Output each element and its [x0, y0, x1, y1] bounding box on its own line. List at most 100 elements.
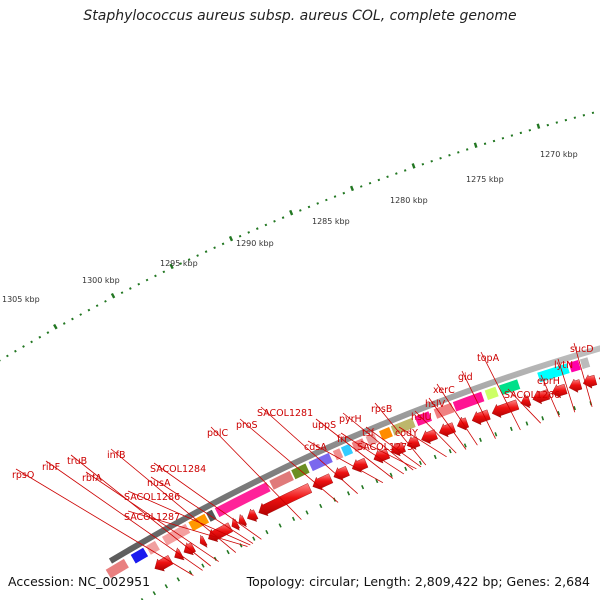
lower-tick [319, 503, 323, 509]
scale-tick [591, 111, 595, 115]
gene-label: tsf [362, 428, 375, 439]
gene-arrow [421, 429, 438, 445]
lower-tick [541, 416, 545, 421]
gene-arrow [551, 383, 568, 399]
scale-tick [448, 153, 451, 157]
label-leader [573, 342, 593, 408]
scale-label: 1275 kbp [466, 175, 504, 184]
gene-label: cdsA [304, 442, 327, 453]
lower-tick [140, 597, 144, 600]
label-leader [239, 418, 339, 503]
label-leader [360, 440, 417, 470]
scale-tick [528, 128, 532, 132]
lower-tick [404, 466, 408, 472]
scale-tick [386, 175, 389, 179]
scale-tick [53, 323, 58, 330]
scale-tick [228, 235, 234, 242]
gene-label: SACOL1286 [124, 492, 180, 503]
gene-arrow [238, 513, 247, 528]
scale-tick [137, 282, 141, 286]
cog-block [365, 433, 378, 446]
scale-tick [30, 340, 33, 344]
label-leader [127, 490, 251, 546]
lower-tick [389, 472, 393, 478]
cog-block [145, 540, 160, 555]
gene-label: hslU [411, 412, 432, 423]
scale-tick [564, 118, 568, 122]
map-title: Staphylococcus aureus subsp. aureus COL,… [83, 8, 517, 24]
lower-tick-track [140, 401, 593, 600]
scale-tick [457, 151, 460, 154]
label-leader [461, 370, 496, 439]
gene-label: infB [107, 450, 126, 461]
gene-label: codY [395, 428, 418, 439]
scale-tick [238, 234, 242, 238]
gene-arrow [491, 399, 520, 418]
cog-block [205, 509, 217, 522]
gene-label: rbfA [82, 473, 102, 484]
lower-tick [448, 449, 452, 454]
gene-label: xerC [433, 385, 455, 396]
scale-tick [325, 198, 328, 202]
scale-tick [14, 349, 17, 353]
cog-block [499, 379, 521, 395]
scale-tick [264, 223, 268, 227]
scale-tick [359, 185, 363, 188]
cog-block [537, 363, 570, 383]
scale-tick [273, 219, 276, 223]
cog-block [484, 386, 499, 400]
scale-tick [110, 292, 116, 299]
gene-arrow [390, 442, 406, 457]
label-leader [127, 510, 248, 547]
cog-block [308, 452, 333, 472]
scale-tick [349, 185, 355, 192]
cog-block [162, 523, 191, 546]
scale-tick [120, 291, 124, 295]
gene-label: hslV [425, 399, 446, 410]
gene-label: eprH [537, 376, 560, 387]
scale-tick [377, 178, 381, 182]
gene-arrow [568, 378, 583, 393]
label-leader [436, 383, 478, 446]
scale-tick [307, 205, 311, 209]
gene-label: ribF [42, 462, 60, 473]
lower-tick [479, 437, 482, 442]
lower-tick [525, 421, 529, 426]
cog-block [568, 360, 581, 373]
scale-tick [519, 131, 523, 135]
scale-tick [582, 114, 586, 117]
scale-tick [38, 335, 42, 339]
label-leader [340, 432, 405, 475]
lower-tick [176, 577, 180, 582]
lower-tick [418, 460, 422, 466]
scale-tick [342, 191, 346, 195]
gene-label: SACOL1284 [150, 464, 206, 475]
label-leader [45, 460, 203, 571]
scale-labels: 1305 kbp 1300 kbp 1295 kbp 1290 kbp 1285 kbp… [2, 150, 578, 304]
gene-arrow-track [154, 374, 600, 572]
gene-label: rpsB [371, 404, 392, 415]
scale-tick [411, 163, 416, 169]
lower-tick [252, 536, 256, 541]
scale-tick [187, 258, 191, 261]
scale-tick [22, 345, 25, 348]
cog-block [332, 448, 344, 461]
lower-tick [509, 426, 513, 432]
scale-tick [299, 209, 302, 212]
scale-ticks [0, 111, 595, 362]
scale-tick [95, 304, 99, 308]
scale-tick [213, 246, 216, 250]
scale-label: 1270 kbp [540, 150, 578, 159]
cog-block [269, 470, 294, 490]
gene-label: rpsO [12, 470, 34, 481]
accession-label: Accession: NC_002951 [8, 574, 151, 589]
lower-tick [433, 454, 437, 460]
genome-summary: Topology: circular; Length: 2,809,422 bp… [246, 574, 590, 589]
scale-tick [179, 262, 183, 265]
gene-label: pyrH [339, 414, 362, 425]
scale-tick [316, 202, 320, 205]
label-leader [398, 426, 447, 458]
scale-label: 1305 kbp [2, 295, 40, 304]
lower-tick [375, 478, 379, 484]
